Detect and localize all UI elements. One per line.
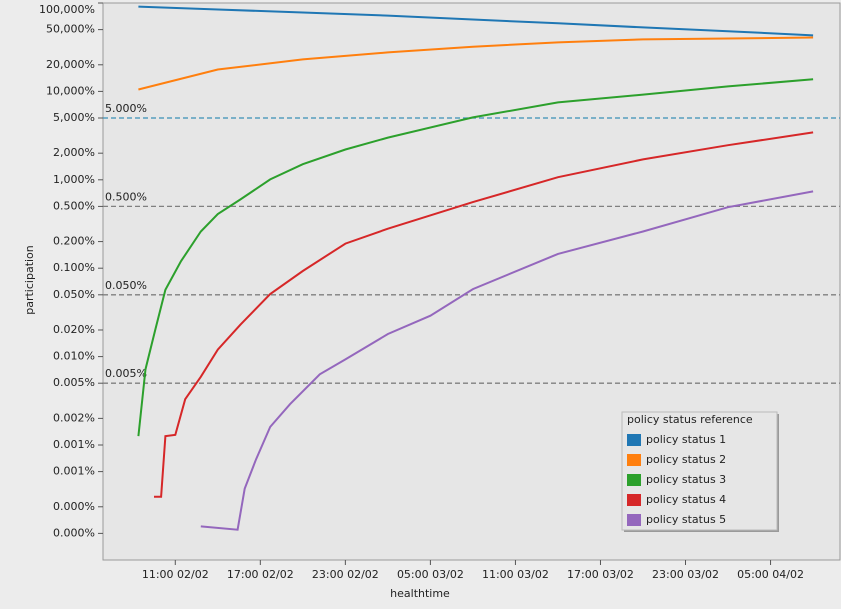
x-tick-label: 05:00 03/02: [397, 568, 464, 581]
series-line: [138, 5, 814, 37]
legend-swatch: [627, 454, 641, 466]
y-tick-label: 0.000%: [53, 526, 95, 539]
y-tick-label: 0.500%: [53, 199, 95, 212]
series-line: [154, 131, 814, 498]
x-axis-title: healthtime: [390, 587, 450, 600]
legend-swatch: [627, 514, 641, 526]
x-tick-label: 23:00 02/02: [312, 568, 379, 581]
legend-swatch: [627, 474, 641, 486]
y-tick-label: 0.000%: [53, 500, 95, 513]
reference-label: 5.000%: [105, 102, 147, 115]
series-line: [200, 190, 814, 531]
y-tick-label: 1,000%: [53, 173, 95, 186]
y-tick-label: 0.002%: [53, 411, 95, 424]
legend: [621, 411, 778, 531]
y-tick-label: 10,000%: [46, 84, 95, 97]
y-tick-label: 100,000%: [39, 3, 95, 16]
reference-label: 0.500%: [105, 190, 147, 203]
series-line: [138, 36, 814, 91]
y-tick-label: 0.001%: [53, 465, 95, 478]
reference-label: 0.050%: [105, 279, 147, 292]
x-tick-label: 23:00 03/02: [652, 568, 719, 581]
y-tick-label: 20,000%: [46, 58, 95, 71]
legend-swatch: [627, 494, 641, 506]
x-tick-label: 17:00 02/02: [227, 568, 294, 581]
legend-swatch: [627, 434, 641, 446]
y-tick-label: 0.001%: [53, 438, 95, 451]
x-tick-label: 05:00 04/02: [737, 568, 804, 581]
y-tick-label: 0.050%: [53, 288, 95, 301]
y-tick-label: 0.010%: [53, 350, 95, 363]
y-tick-label: 0.200%: [53, 235, 95, 248]
y-tick-label: 0.020%: [53, 323, 95, 336]
reference-label: 0.005%: [105, 367, 147, 380]
x-tick-label: 11:00 03/02: [482, 568, 549, 581]
x-tick-label: 11:00 02/02: [142, 568, 209, 581]
legend-label: policy status 4: [646, 493, 726, 506]
y-tick-label: 0.100%: [53, 261, 95, 274]
series-line: [137, 78, 814, 437]
legend-label: policy status 3: [646, 473, 726, 486]
y-axis-title: participation: [23, 245, 36, 315]
legend-label: policy status 2: [646, 453, 726, 466]
legend-label: policy status 1: [646, 433, 726, 446]
y-tick-label: 5,000%: [53, 111, 95, 124]
x-tick-label: 17:00 03/02: [567, 568, 634, 581]
legend-title: policy status reference: [627, 413, 753, 426]
y-tick-label: 2,000%: [53, 146, 95, 159]
legend-label: policy status 5: [646, 513, 726, 526]
y-tick-label: 50,000%: [46, 23, 95, 36]
y-tick-label: 0.005%: [53, 376, 95, 389]
